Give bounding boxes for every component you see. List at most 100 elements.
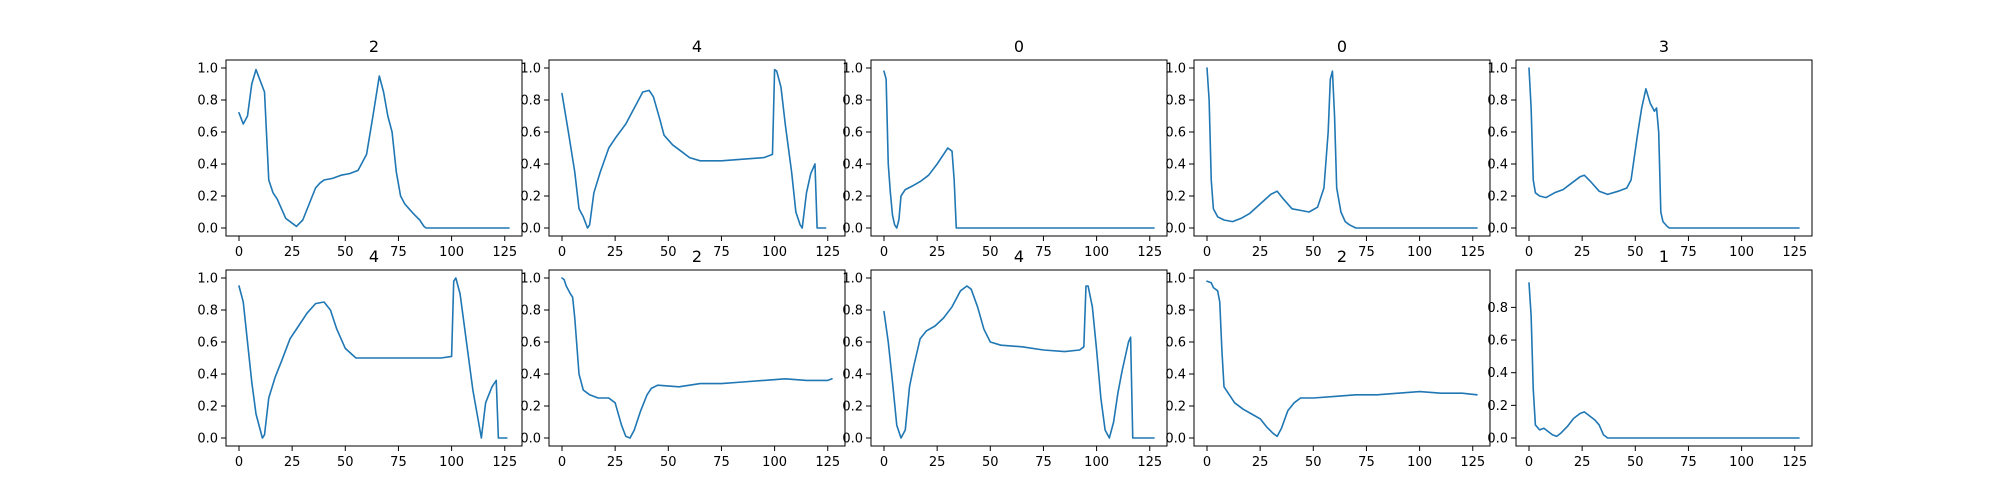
y-tick-label: 0.8 xyxy=(842,94,863,109)
y-tick-label: 1.0 xyxy=(1165,272,1186,287)
y-tick-label: 0.0 xyxy=(197,432,218,447)
axes-frame xyxy=(1515,59,1813,237)
x-tick-label: 0 xyxy=(880,245,888,260)
x-tick-label: 0 xyxy=(1525,245,1533,260)
x-tick-label: 25 xyxy=(607,455,624,470)
x-tick-label: 25 xyxy=(607,245,624,260)
x-tick-label: 50 xyxy=(1305,245,1322,260)
y-tick-label: 1.0 xyxy=(520,62,541,77)
y-tick-label: 0.4 xyxy=(197,368,218,383)
series-line xyxy=(1206,280,1478,438)
y-tick-label: 1.0 xyxy=(842,272,863,287)
x-tick-label: 0 xyxy=(1525,455,1533,470)
y-tick-label: 1.0 xyxy=(1487,62,1508,77)
y-tick-label: 0.0 xyxy=(1165,432,1186,447)
x-tick-label: 125 xyxy=(1137,455,1162,470)
y-tick-label: 0.0 xyxy=(520,432,541,447)
y-tick-label: 0.8 xyxy=(1165,304,1186,319)
y-tick-label: 0.2 xyxy=(520,400,541,415)
x-tick-label: 0 xyxy=(235,455,243,470)
x-tick-label: 25 xyxy=(929,455,946,470)
y-tick-label: 0.2 xyxy=(197,190,218,205)
x-tick-label: 100 xyxy=(1084,245,1109,260)
x-tick-label: 50 xyxy=(1627,245,1644,260)
x-tick-label: 50 xyxy=(660,455,677,470)
x-tick-label: 100 xyxy=(1084,455,1109,470)
panel-title: 1 xyxy=(1659,247,1669,266)
x-tick-label: 75 xyxy=(713,245,730,260)
x-tick-label: 100 xyxy=(762,455,787,470)
y-tick-label: 0.2 xyxy=(1487,399,1508,414)
y-tick-label: 0.4 xyxy=(1165,158,1186,173)
x-tick-label: 100 xyxy=(1729,245,1754,260)
subplot-5: 4 0 25 50 75 100 125 0.0 0.2 0.4 0.6 0.8 1.0 xyxy=(197,247,523,470)
x-tick-label: 125 xyxy=(1460,455,1485,470)
x-tick-label: 75 xyxy=(1358,245,1375,260)
x-tick-label: 50 xyxy=(982,245,999,260)
y-tick-label: 1.0 xyxy=(842,62,863,77)
axes-frame xyxy=(1193,269,1491,447)
axes-frame xyxy=(225,59,523,237)
x-tick-label: 25 xyxy=(1574,455,1591,470)
series-line xyxy=(561,68,827,229)
x-tick-label: 75 xyxy=(1035,455,1052,470)
x-tick-label: 125 xyxy=(1782,455,1807,470)
x-tick-label: 25 xyxy=(1252,245,1269,260)
x-tick-label: 25 xyxy=(284,245,301,260)
x-tick-label: 0 xyxy=(880,455,888,470)
y-tick-label: 0.0 xyxy=(520,222,541,237)
y-tick-label: 0.8 xyxy=(520,94,541,109)
x-tick-label: 100 xyxy=(1729,455,1754,470)
subplot-9: 1 0 25 50 75 100 125 0.0 0.2 0.4 0.6 0.8 xyxy=(1487,247,1813,470)
axes-frame xyxy=(870,269,1168,447)
subplot-0: 2 0 25 50 75 100 125 0.0 0.2 0.4 0.6 0.8 1.0 xyxy=(197,37,523,260)
panel-title: 4 xyxy=(369,247,379,266)
axes-frame xyxy=(870,59,1168,237)
x-tick-label: 25 xyxy=(929,245,946,260)
y-tick-label: 1.0 xyxy=(197,272,218,287)
x-tick-label: 75 xyxy=(1680,455,1697,470)
y-tick-label: 0.4 xyxy=(1165,368,1186,383)
y-tick-label: 0.8 xyxy=(1487,94,1508,109)
x-tick-label: 50 xyxy=(337,455,354,470)
panel-title: 3 xyxy=(1659,37,1669,56)
panel-title: 2 xyxy=(369,37,379,56)
x-tick-label: 25 xyxy=(1252,455,1269,470)
y-tick-label: 0.6 xyxy=(842,336,863,351)
x-tick-label: 125 xyxy=(815,455,840,470)
y-tick-label: 0.6 xyxy=(520,126,541,141)
series-line xyxy=(238,277,508,439)
axes-frame xyxy=(1193,59,1491,237)
panel-title: 2 xyxy=(692,247,702,266)
x-tick-label: 50 xyxy=(337,245,354,260)
x-tick-label: 125 xyxy=(1782,245,1807,260)
y-tick-label: 0.6 xyxy=(197,336,218,351)
x-tick-label: 75 xyxy=(1358,455,1375,470)
axes-frame xyxy=(548,59,846,237)
x-tick-label: 50 xyxy=(982,455,999,470)
x-tick-label: 0 xyxy=(558,455,566,470)
series-line xyxy=(1206,67,1478,229)
y-tick-label: 0.8 xyxy=(197,304,218,319)
y-tick-label: 0.8 xyxy=(1165,94,1186,109)
y-tick-label: 0.6 xyxy=(197,126,218,141)
x-tick-label: 0 xyxy=(558,245,566,260)
y-tick-label: 0.8 xyxy=(197,94,218,109)
x-tick-label: 0 xyxy=(1203,455,1211,470)
y-tick-label: 0.8 xyxy=(1487,301,1508,316)
subplot-3: 0 0 25 50 75 100 125 0.0 0.2 0.4 0.6 0.8 1.0 xyxy=(1165,37,1491,260)
subplot-1: 4 0 25 50 75 100 125 0.0 0.2 0.4 0.6 0.8 1.0 xyxy=(520,37,846,260)
series-line xyxy=(1528,67,1800,229)
x-tick-label: 50 xyxy=(660,245,677,260)
y-tick-label: 0.0 xyxy=(197,222,218,237)
axes-frame xyxy=(1515,269,1813,447)
y-tick-label: 0.6 xyxy=(1165,336,1186,351)
x-tick-label: 125 xyxy=(1137,245,1162,260)
y-tick-label: 0.4 xyxy=(520,158,541,173)
series-line xyxy=(883,285,1155,439)
y-tick-label: 0.4 xyxy=(197,158,218,173)
y-tick-label: 0.6 xyxy=(1487,334,1508,349)
y-tick-label: 0.2 xyxy=(1165,190,1186,205)
x-tick-label: 75 xyxy=(390,245,407,260)
y-tick-label: 0.6 xyxy=(1487,126,1508,141)
